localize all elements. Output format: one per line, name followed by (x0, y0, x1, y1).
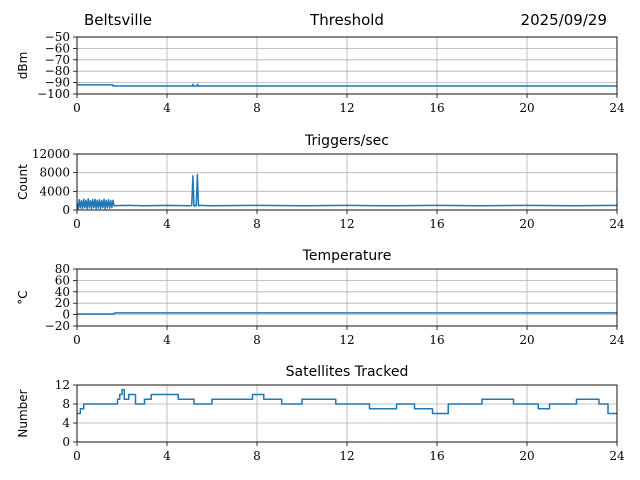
satellites-ytick-label: 0 (62, 435, 70, 449)
threshold-ytick-label: −50 (45, 30, 70, 44)
satellites-xtick-label: 16 (429, 449, 444, 463)
triggers-xtick-label: 24 (609, 217, 625, 231)
temperature-xtick-label: 16 (429, 333, 444, 347)
triggers-ytick-label: 4000 (39, 184, 70, 198)
threshold-ytick-label: −100 (37, 87, 70, 101)
threshold-xtick-label: 24 (609, 101, 625, 115)
triggers-xtick-label: 8 (253, 217, 261, 231)
temperature-ytick-label: 0 (62, 308, 70, 322)
triggers-title: Triggers/sec (304, 133, 389, 149)
temperature-ytick-label: 40 (55, 285, 70, 299)
satellites-xtick-label: 12 (339, 449, 354, 463)
panel-satellites: 0 4 8 12 16 20 24 0 4 8 12 Satellites Tracked Number (16, 364, 625, 463)
temperature-title: Temperature (302, 248, 392, 264)
threshold-xtick-label: 12 (339, 101, 354, 115)
satellites-ylabel: Number (16, 389, 30, 437)
satellites-xtick-label: 24 (609, 449, 625, 463)
temperature-ytick-label: 80 (55, 262, 70, 276)
triggers-xtick-label: 20 (519, 217, 534, 231)
temperature-xtick-label: 8 (253, 333, 261, 347)
threshold-ytick-label: −60 (45, 41, 70, 55)
temperature-series-line (77, 312, 617, 315)
triggers-series-line (76, 173, 618, 210)
satellites-series-line (77, 389, 617, 415)
satellites-ytick-label: 4 (62, 416, 70, 430)
satellites-xtick-label: 4 (163, 449, 171, 463)
temperature-xtick-label: 4 (163, 333, 171, 347)
triggers-ytick-label: 12000 (32, 147, 70, 161)
threshold-title: Threshold (310, 11, 384, 29)
satellites-xtick-label: 8 (253, 449, 261, 463)
temperature-ytick-label: 20 (55, 296, 70, 310)
panel-triggers: 0 4 8 12 16 20 24 0 4000 8000 12000 Triggers/sec Cou… (16, 133, 625, 231)
temperature-ytick-label: 60 (55, 273, 70, 287)
panel-threshold: 0 4 8 12 16 20 24 −100−90−80−70−60−50 dBm (16, 30, 625, 115)
threshold-xtick-label: 20 (519, 101, 534, 115)
triggers-xtick-label: 0 (73, 217, 81, 231)
triggers-ytick-label: 8000 (39, 166, 70, 180)
triggers-xtick-label: 4 (163, 217, 171, 231)
temperature-ylabel: °C (16, 290, 30, 304)
temperature-xtick-label: 0 (73, 333, 81, 347)
threshold-xtick-label: 8 (253, 101, 261, 115)
triggers-ytick-label: 0 (62, 203, 70, 217)
threshold-xtick-label: 4 (163, 101, 171, 115)
satellites-ytick-label: 12 (55, 378, 70, 392)
satellites-title: Satellites Tracked (286, 364, 409, 380)
satellites-xtick-label: 20 (519, 449, 534, 463)
temperature-xtick-label: 24 (609, 333, 625, 347)
satellites-xtick-label: 0 (73, 449, 81, 463)
threshold-ytick-label: −90 (45, 76, 70, 90)
triggers-ylabel: Count (16, 164, 30, 200)
temperature-ytick-label: −20 (45, 319, 70, 333)
threshold-xtick-label: 0 (73, 101, 81, 115)
threshold-ytick-label: −80 (45, 64, 70, 78)
location-label: Beltsville (84, 11, 152, 29)
threshold-series-line (77, 83, 617, 87)
satellites-ytick-label: 8 (62, 397, 70, 411)
temperature-xtick-label: 12 (339, 333, 354, 347)
date-label: 2025/09/29 (520, 11, 607, 29)
triggers-xtick-label: 16 (429, 217, 444, 231)
temperature-xtick-label: 20 (519, 333, 534, 347)
threshold-ylabel: dBm (16, 52, 30, 80)
triggers-xtick-label: 12 (339, 217, 354, 231)
threshold-ytick-label: −70 (45, 53, 70, 67)
threshold-xtick-label: 16 (429, 101, 444, 115)
